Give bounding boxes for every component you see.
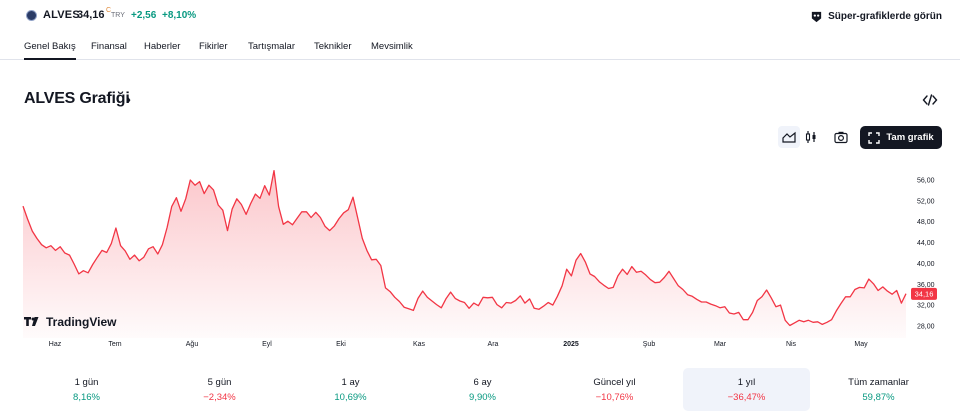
period-value: 9,90% — [469, 392, 496, 403]
x-tick-label: Ağu — [186, 341, 199, 348]
period-1m[interactable]: 1 ay 10,69% — [287, 368, 414, 411]
period-1y[interactable]: 1 yıl −36,47% — [683, 368, 810, 411]
area-chart-icon — [782, 131, 796, 143]
candles-button[interactable] — [800, 126, 822, 148]
tradingview-logo[interactable]: TradingView — [24, 315, 117, 329]
tab-ideas[interactable]: Fikirler — [199, 41, 228, 52]
y-tick-label: 52,00 — [917, 198, 935, 205]
y-tick-label: 48,00 — [917, 219, 935, 226]
last-price-label: 34,16 — [915, 290, 934, 299]
price-change-percent: +8,10% — [162, 10, 197, 21]
price-area — [23, 170, 906, 338]
area-chart-button[interactable] — [778, 126, 800, 148]
y-tick-label: 32,00 — [917, 303, 935, 310]
tab-discussions[interactable]: Tartışmalar — [248, 41, 295, 52]
super-charts-label: Süper-grafiklerde görün — [828, 10, 942, 22]
x-tick-label: Ara — [488, 341, 499, 348]
y-tick-label: 28,00 — [917, 324, 935, 331]
symbol-name[interactable]: ALVES — [43, 9, 80, 21]
y-tick-label: 36,00 — [917, 282, 935, 289]
tradingview-brand: TradingView — [46, 315, 117, 329]
super-charts-icon — [811, 11, 822, 22]
period-all[interactable]: Tüm zamanlar 59,87% — [815, 368, 942, 411]
tab-overview[interactable]: Genel Bakış — [24, 41, 76, 60]
exchange-logo-icon — [26, 10, 37, 21]
super-charts-link[interactable]: Süper-grafiklerde görün — [810, 8, 942, 24]
fullscreen-icon — [868, 131, 881, 144]
period-value: 59,87% — [862, 392, 895, 403]
period-label: Güncel yıl — [593, 377, 636, 388]
x-tick-label: Nis — [786, 341, 797, 348]
price-line — [22, 169, 907, 327]
camera-icon — [834, 131, 848, 144]
x-tick-label: Haz — [49, 341, 62, 348]
last-price-marker: 34,16 — [911, 287, 937, 300]
tradingview-logo-icon — [24, 317, 39, 326]
snapshot-button[interactable] — [830, 126, 852, 148]
chart-title[interactable]: ALVES Grafiği — [24, 90, 130, 107]
period-label: 1 gün — [74, 377, 99, 388]
x-tick-label: 2025 — [563, 341, 579, 348]
performance-periods: 1 gün 8,16% 5 gün −2,34% 1 ay 10,69% 6 a… — [0, 368, 960, 412]
symbol-header: ALVES 34,16 C TRY +2,56 +8,10% Süper-gra… — [0, 0, 960, 32]
x-tick-label: Eki — [336, 341, 346, 348]
period-label: 1 yıl — [737, 377, 756, 388]
period-1d[interactable]: 1 gün 8,16% — [23, 368, 150, 411]
period-6m[interactable]: 6 ay 9,90% — [419, 368, 546, 411]
tab-news[interactable]: Haberler — [144, 41, 181, 52]
period-label: Tüm zamanlar — [848, 377, 909, 388]
price-chart[interactable]: 56,00 52,00 48,00 44,00 40,00 36,00 32,00 28,00… — [0, 160, 960, 355]
period-label: 6 ay — [473, 377, 492, 388]
candles-icon — [805, 131, 816, 143]
x-tick-label: Eyl — [262, 341, 272, 348]
tab-financials[interactable]: Finansal — [91, 41, 127, 52]
price-change: +2,56 — [131, 10, 157, 21]
period-value: −10,76% — [595, 392, 634, 403]
currency-label: TRY — [111, 12, 125, 19]
period-value: −2,34% — [203, 392, 236, 403]
y-tick-label: 40,00 — [917, 261, 935, 268]
price-flag: C — [106, 7, 112, 14]
full-chart-button[interactable]: Tam grafik — [860, 126, 942, 149]
x-tick-label: Tem — [108, 341, 121, 348]
period-5d[interactable]: 5 gün −2,34% — [156, 368, 283, 411]
tab-technicals[interactable]: Teknikler — [314, 41, 352, 52]
x-tick-label: Kas — [413, 341, 426, 348]
x-tick-label: Mar — [714, 341, 727, 348]
period-label: 5 gün — [207, 377, 232, 388]
x-tick-label: May — [854, 341, 868, 348]
full-chart-label: Tam grafik — [886, 132, 934, 143]
symbol-price: 34,16 — [77, 9, 105, 21]
period-value: −36,47% — [727, 392, 766, 403]
chevron-right-icon[interactable]: › — [126, 91, 131, 108]
period-value: 10,69% — [334, 392, 367, 403]
y-tick-label: 56,00 — [917, 178, 935, 185]
period-value: 8,16% — [73, 392, 100, 403]
period-label: 1 ay — [341, 377, 360, 388]
embed-code-icon[interactable] — [922, 93, 938, 107]
section-tabs: Genel Bakış Finansal Haberler Fikirler T… — [0, 36, 960, 60]
x-tick-label: Şub — [643, 341, 656, 348]
tab-seasonals[interactable]: Mevsimlik — [371, 41, 413, 52]
period-ytd[interactable]: Güncel yıl −10,76% — [551, 368, 678, 411]
y-tick-label: 44,00 — [917, 240, 935, 247]
